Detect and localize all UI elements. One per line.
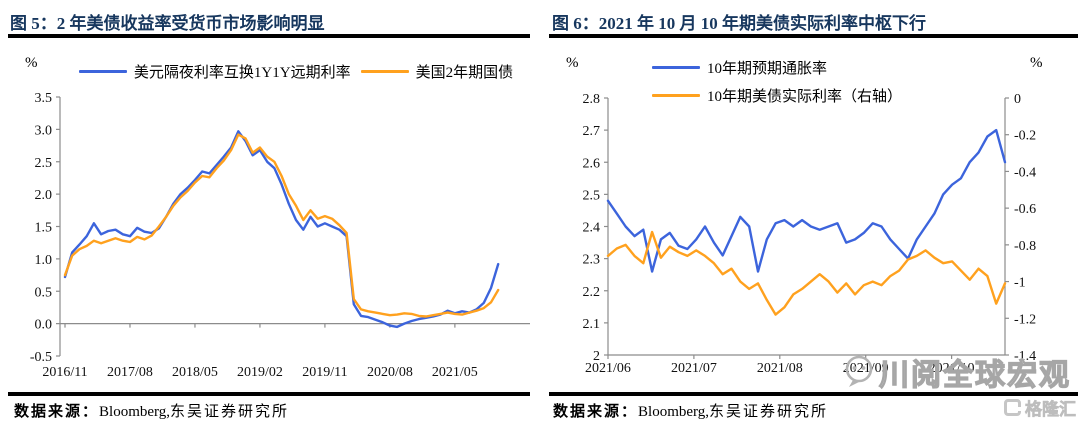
watermark-text: 川阅全球宏观 [878, 358, 1071, 392]
right-y-axis-tick-label: -1.4 [1014, 349, 1036, 364]
left-y-axis-tick-label: 2.6 [583, 156, 601, 171]
figure5-legend: 美元隔夜利率互换1Y1Y远期利率 美国2年期国债 [62, 61, 530, 82]
figure6-title: 图 6：2021 年 10 月 10 年期美债实际利率中枢下行 [552, 14, 926, 33]
real-rate-line-swatch [652, 94, 700, 97]
y-axis-tick-label: 3.5 [35, 91, 53, 106]
figure6-source: 数据来源：Bloomberg,东吴证券研究所 [553, 400, 828, 421]
right-y-axis-tick-label: -0.4 [1014, 165, 1036, 180]
x-axis-tick-label: 2021/05 [432, 365, 478, 380]
figure5-source: 数据来源：Bloomberg,东吴证券研究所 [14, 400, 289, 421]
watermark: 川阅全球宏观 [842, 350, 1071, 394]
source-label: 数据来源： [553, 404, 639, 420]
ois-line-swatch [78, 70, 127, 73]
figure6-title-rule [549, 34, 1078, 38]
x-axis-tick-label: 2019/11 [302, 365, 347, 380]
figure6-left-y-axis-unit: % [566, 55, 579, 71]
gelonghui-g-icon [1004, 399, 1021, 416]
x-axis-tick-label: 2021/10 [929, 361, 975, 376]
right-y-axis-tick-label: 0 [1014, 92, 1021, 107]
ois-legend-label: 美元隔夜利率互换1Y1Y远期利率 [133, 65, 351, 81]
left-y-axis-tick-label: 2.5 [583, 188, 601, 203]
y-axis-tick-label: 1.5 [35, 221, 53, 236]
series-line-0 [606, 128, 1007, 273]
left-y-axis-tick-label: 2.8 [583, 92, 601, 107]
y-axis-tick-label: 2.5 [35, 156, 53, 171]
figure6-plot: 2.8 2.7 2.6 2.5 2.4 2.3 2.2 2.1 2 0 -0.2 -0.4 -0.6 -0… [583, 92, 1037, 376]
left-y-axis-tick-label: 2 [593, 349, 600, 364]
y-axis-tick-label: -0.5 [30, 350, 52, 365]
x-axis-tick-label: 2017/08 [107, 365, 153, 380]
breakeven-line-swatch [652, 66, 700, 69]
breakeven-legend-label: 10年期预期通胀率 [707, 61, 828, 77]
y-axis-tick-label: 3.0 [35, 123, 53, 138]
x-axis-tick-label: 2018/05 [172, 365, 218, 380]
gelonghui-logo: 格隆汇 [1004, 395, 1076, 420]
source-label: 数据来源： [14, 404, 100, 420]
x-axis-tick-label: 2020/08 [367, 365, 413, 380]
x-axis-tick-label: 2019/02 [237, 365, 283, 380]
left-y-axis-tick-label: 2.3 [583, 253, 601, 268]
left-y-axis-tick-label: 2.4 [583, 221, 601, 236]
x-axis-tick-label: 2021/09 [843, 361, 889, 376]
legend-item-ust2y: 美国2年期国债 [360, 61, 514, 82]
watermark-chat-icon [845, 355, 873, 387]
series-line-0 [63, 130, 500, 329]
left-y-axis-tick-label: 2.2 [583, 285, 601, 300]
figure5-bottom-rule [8, 392, 530, 396]
right-y-axis-tick-label: -1.2 [1014, 312, 1036, 327]
figure5-title: 图 5：2 年美债收益率受货币市场影响明显 [10, 14, 325, 33]
right-y-axis-tick-label: -1 [1014, 276, 1026, 291]
source-en: Bloomberg, [638, 404, 709, 420]
right-y-axis-tick-label: -0.6 [1014, 202, 1036, 217]
legend-item-real-rate: 10年期美债实际利率（右轴） [652, 85, 902, 106]
source-cn: 东吴证券研究所 [709, 404, 829, 420]
legend-item-ois: 美元隔夜利率互换1Y1Y远期利率 [78, 61, 351, 82]
figure6-right-y-axis-unit: % [1030, 55, 1043, 71]
source-en: Bloomberg, [99, 404, 170, 420]
figure5-title-rule [8, 34, 530, 38]
gelonghui-logo-text: 格隆汇 [1025, 400, 1077, 420]
ust2y-legend-label: 美国2年期国债 [415, 65, 514, 81]
figure5-y-axis-unit: % [25, 55, 38, 71]
x-axis-tick-label: 2021/06 [585, 361, 631, 376]
x-axis-tick-label: 2021/07 [671, 361, 717, 376]
ust2y-line-swatch [360, 70, 409, 73]
figure6-bottom-rule [549, 392, 1078, 396]
real-rate-legend-label: 10年期美债实际利率（右轴） [707, 89, 903, 105]
y-axis-tick-label: 2.0 [35, 188, 53, 203]
x-axis-tick-label: 2016/11 [42, 365, 87, 380]
left-y-axis-tick-label: 2.1 [583, 317, 601, 332]
left-y-axis-tick-label: 2.7 [583, 124, 601, 139]
right-y-axis-tick-label: -0.8 [1014, 239, 1036, 254]
source-cn: 东吴证券研究所 [170, 404, 290, 420]
figure6-legend: 10年期预期通胀率 10年期美债实际利率（右轴） [652, 57, 902, 106]
y-axis-tick-label: 0.5 [35, 285, 53, 300]
x-axis-tick-label: 2021/08 [757, 361, 803, 376]
right-y-axis-tick-label: -0.2 [1014, 129, 1036, 144]
series-line-1 [606, 230, 1007, 316]
y-axis-tick-label: 0.0 [35, 318, 53, 333]
legend-item-breakeven: 10年期预期通胀率 [652, 57, 827, 78]
y-axis-tick-label: 1.0 [35, 253, 53, 268]
series-line-1 [63, 133, 500, 318]
